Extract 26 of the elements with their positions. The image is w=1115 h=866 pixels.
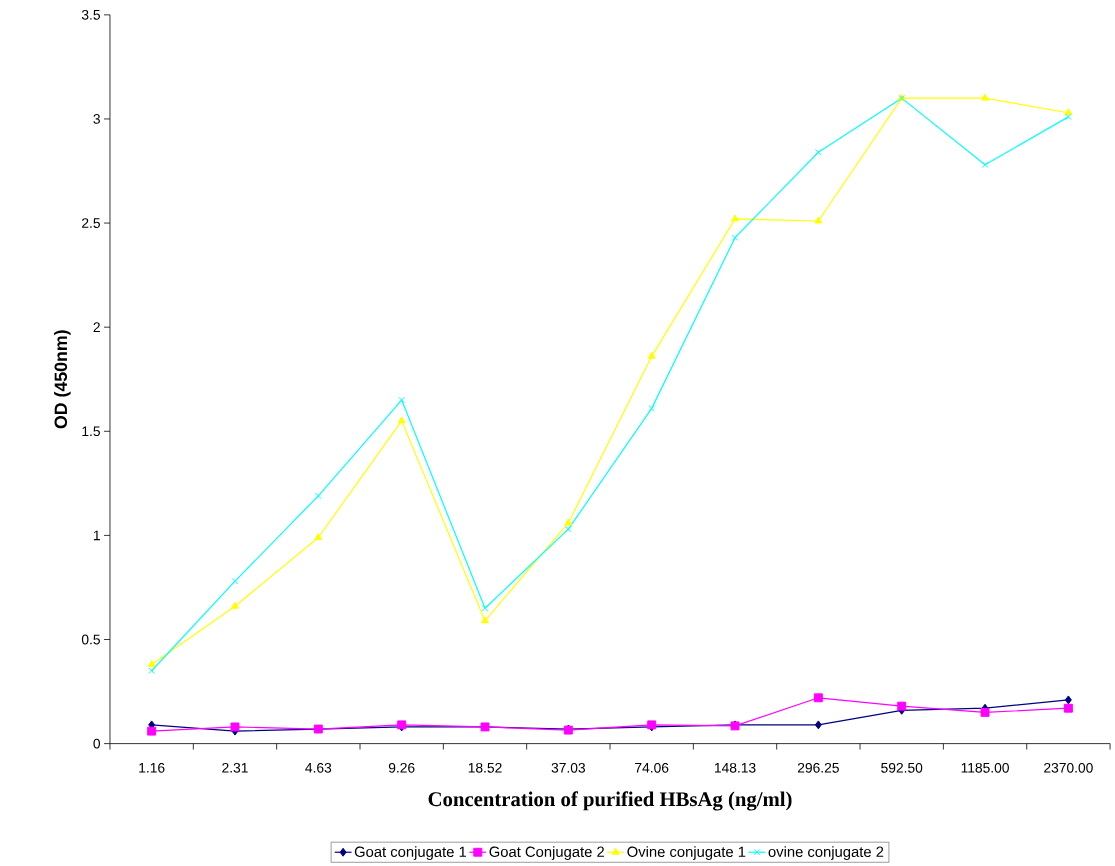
legend-label: Ovine conjugate 1 xyxy=(627,845,746,860)
x-tick-label: 2.31 xyxy=(222,762,248,773)
x-tick-label: 18.52 xyxy=(468,762,502,773)
y-tick-label: 1 xyxy=(93,530,100,540)
y-tick-label: 3 xyxy=(93,113,100,124)
x-axis-title: Concentration of purified HBsAg (ng/ml) xyxy=(428,791,792,811)
x-tick-label: 4.63 xyxy=(305,762,332,773)
x-tick-label: 148.13 xyxy=(714,762,756,773)
y-tick-label: 1.5 xyxy=(82,426,100,436)
x-tick-label: 592.50 xyxy=(881,762,923,773)
y-tick-label: 2 xyxy=(93,322,100,332)
x-tick-label: 2370.00 xyxy=(1044,762,1093,773)
x-tick-label: 1185.00 xyxy=(961,762,1009,773)
legend-label: Goat Conjugate 2 xyxy=(489,845,604,860)
y-tick-label: 3.5 xyxy=(81,9,100,20)
legend-label: Goat conjugate 1 xyxy=(354,845,467,860)
x-tick-label: 1.16 xyxy=(139,762,165,773)
y-tick-label: 2.5 xyxy=(82,217,100,228)
x-tick-label: 37.03 xyxy=(551,762,586,773)
x-tick-label: 9.26 xyxy=(388,762,415,773)
y-axis-title: OD (450nm) xyxy=(54,330,71,429)
legend-label: ovine conjugate 2 xyxy=(768,845,884,860)
x-tick-label: 296.25 xyxy=(797,762,839,773)
y-tick-label: 0.5 xyxy=(81,634,100,645)
y-tick-label: 0 xyxy=(93,738,101,749)
x-tick-label: 74.06 xyxy=(635,762,669,773)
